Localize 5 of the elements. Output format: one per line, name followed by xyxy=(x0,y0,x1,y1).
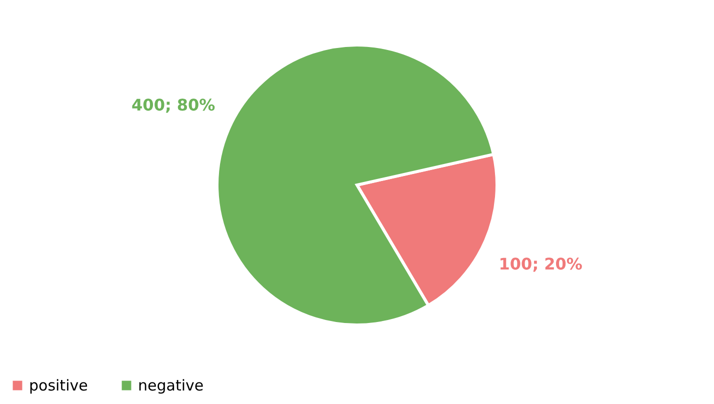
data-label: 100; 20% xyxy=(498,254,582,274)
data-label: 400; 80% xyxy=(132,96,216,115)
pie-slice xyxy=(216,44,496,326)
legend-label: negative xyxy=(138,376,204,395)
legend-label: positive xyxy=(29,376,88,395)
